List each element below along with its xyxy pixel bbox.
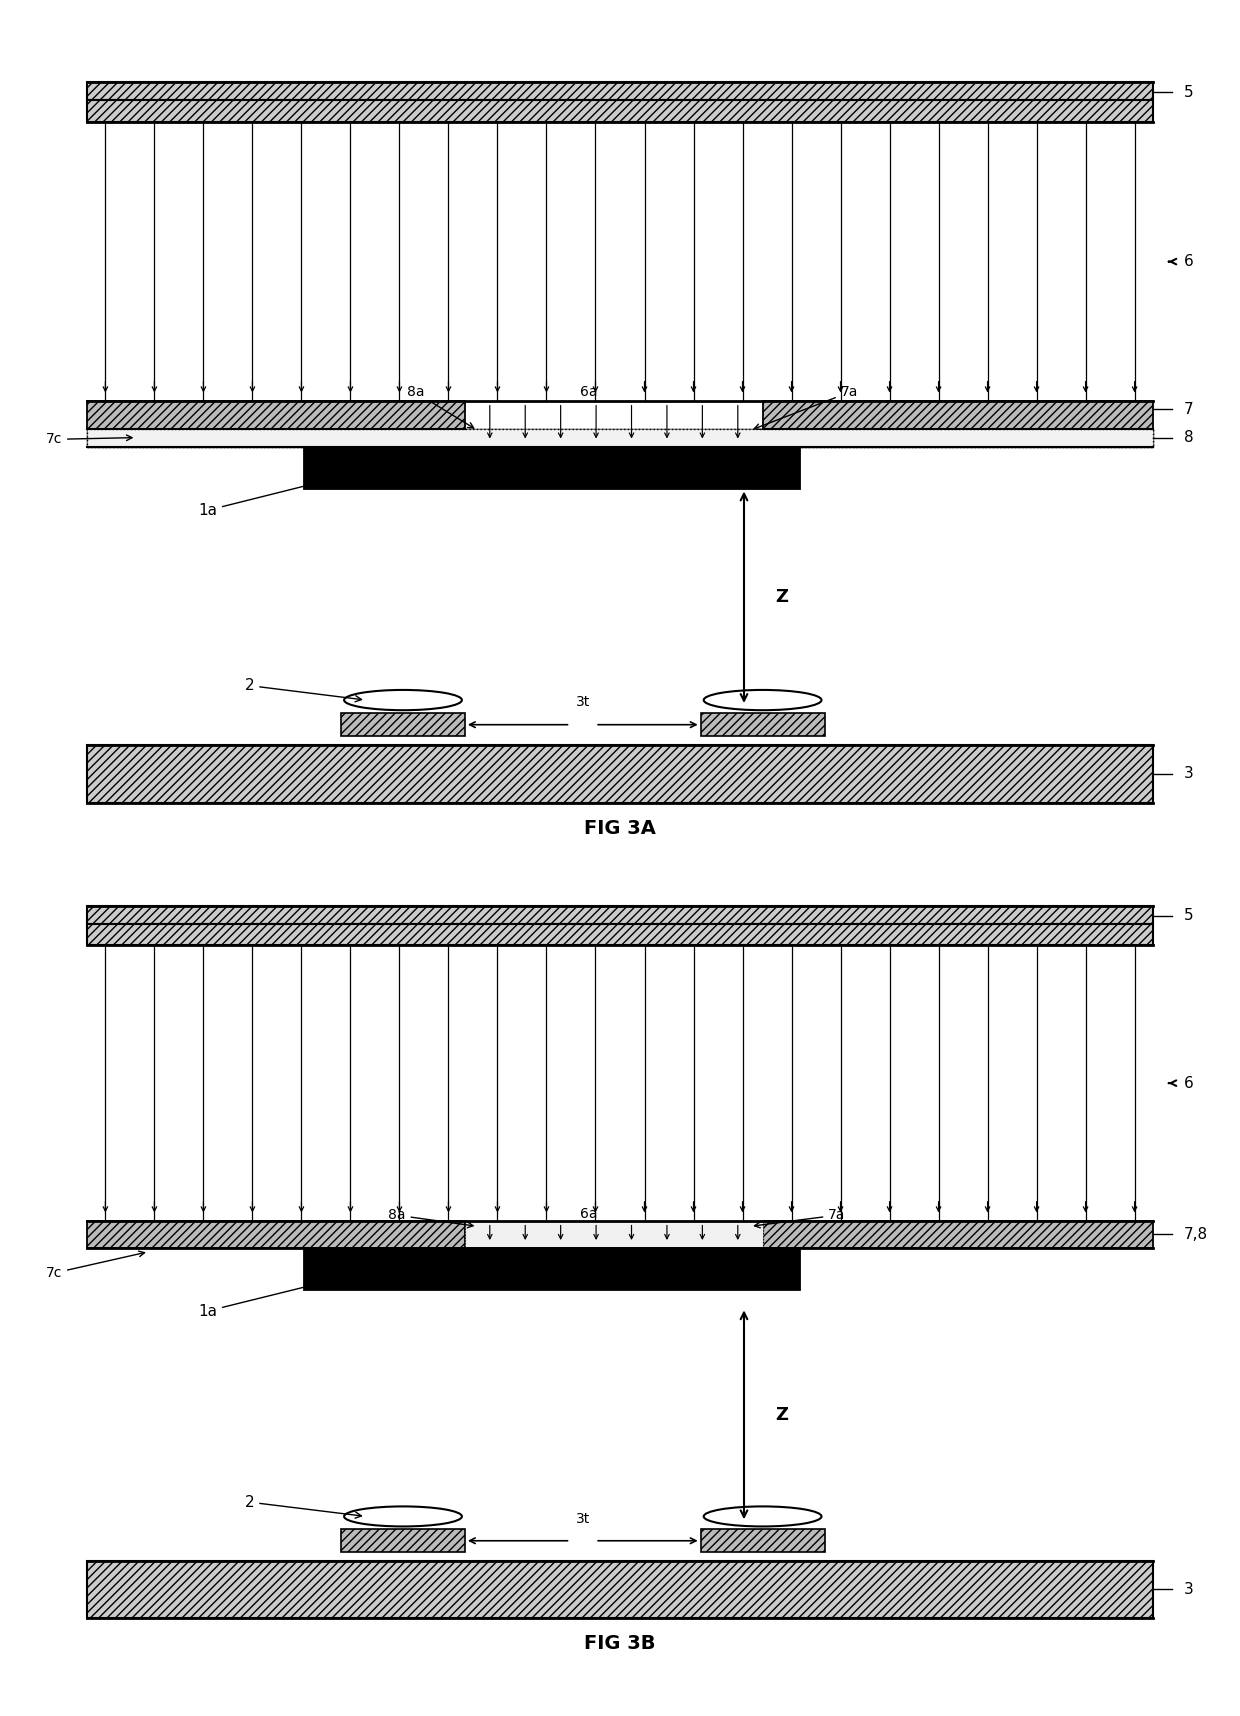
Ellipse shape	[704, 690, 821, 710]
Text: 1a: 1a	[198, 1268, 374, 1318]
Bar	[87, 745, 1153, 803]
Text: 2: 2	[244, 1495, 362, 1519]
Text: 2: 2	[244, 678, 362, 702]
Text: 8: 8	[1184, 431, 1194, 444]
Bar	[341, 1529, 465, 1553]
Bar	[763, 402, 1153, 429]
Text: 7c: 7c	[46, 432, 133, 446]
Bar	[87, 82, 1153, 100]
Ellipse shape	[345, 690, 463, 710]
Text: 6: 6	[1184, 254, 1194, 269]
Bar	[87, 402, 465, 429]
Text: 7,8: 7,8	[1184, 1227, 1208, 1242]
Text: 3t: 3t	[575, 695, 590, 709]
Text: 3t: 3t	[575, 1512, 590, 1526]
Text: 3: 3	[1184, 1582, 1194, 1598]
Text: Z: Z	[775, 589, 787, 606]
Bar	[701, 714, 825, 736]
Text: Z: Z	[775, 1405, 787, 1424]
Bar	[465, 1220, 763, 1248]
Bar	[465, 1220, 763, 1248]
Text: 5: 5	[1184, 84, 1194, 100]
Text: 8a: 8a	[407, 386, 474, 427]
Bar	[87, 906, 1153, 923]
Bar	[304, 446, 800, 489]
Text: 6: 6	[1184, 1076, 1194, 1091]
Text: 6a: 6a	[580, 386, 598, 400]
Text: 3: 3	[1184, 767, 1194, 781]
Bar	[87, 100, 1153, 122]
Text: 6a: 6a	[580, 1206, 598, 1220]
Text: 7a: 7a	[754, 1208, 846, 1229]
Bar	[304, 1248, 800, 1290]
Bar	[87, 923, 1153, 946]
Text: 5: 5	[1184, 908, 1194, 923]
Bar	[87, 429, 1153, 446]
Bar	[701, 1529, 825, 1553]
Text: 7c: 7c	[46, 1251, 145, 1280]
Text: FIG 3B: FIG 3B	[584, 1634, 656, 1653]
Bar	[341, 714, 465, 736]
Text: FIG 3A: FIG 3A	[584, 819, 656, 837]
Bar	[87, 1220, 465, 1248]
Bar	[87, 1562, 1153, 1618]
Bar	[763, 1220, 1153, 1248]
Ellipse shape	[704, 1507, 821, 1527]
Text: 7: 7	[1184, 402, 1194, 417]
Text: 8a: 8a	[388, 1208, 474, 1227]
Ellipse shape	[345, 1507, 463, 1527]
Bar	[87, 429, 1153, 446]
Text: 1a: 1a	[198, 467, 374, 518]
Text: 7a: 7a	[754, 386, 858, 429]
